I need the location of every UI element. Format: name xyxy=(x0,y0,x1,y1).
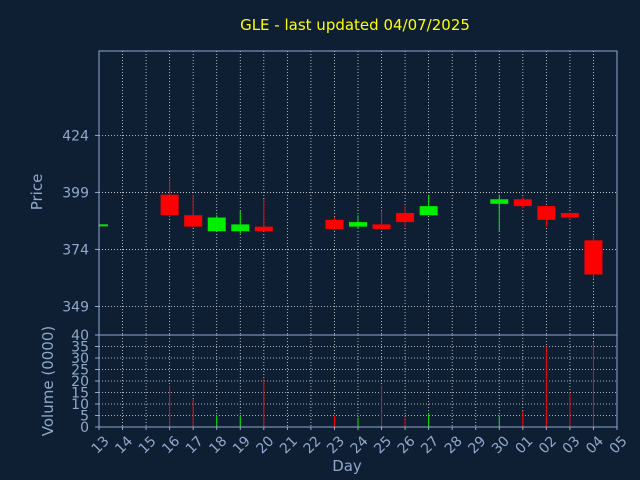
x-tick-label: 17 xyxy=(183,433,207,457)
candle-body xyxy=(537,206,556,220)
candle-body xyxy=(396,212,415,223)
candle xyxy=(419,194,438,216)
candle-body xyxy=(254,226,273,232)
x-axis-label: Day xyxy=(332,457,362,475)
x-tick-label: 04 xyxy=(583,433,607,457)
volume-y-tick-label: 10 xyxy=(71,397,89,413)
volume-y-tick-label: 5 xyxy=(80,409,89,425)
price-y-tick-label: 399 xyxy=(62,185,89,201)
x-tick-label: 13 xyxy=(89,433,113,457)
candle-body xyxy=(349,222,367,227)
candle xyxy=(231,210,250,234)
candle-body xyxy=(513,199,532,207)
x-tick-label: 23 xyxy=(324,433,348,457)
volume-y-tick-label: 35 xyxy=(71,340,89,356)
volume-y-tick-label: 25 xyxy=(71,363,89,379)
x-tick-label: 03 xyxy=(560,433,584,457)
x-tick-label: 18 xyxy=(206,433,230,457)
x-tick-label: 27 xyxy=(418,433,442,457)
price-y-tick-labels: 424 399 374 349 xyxy=(62,128,99,315)
x-tick-labels: 13 14 15 16 17 18 19 20 21 22 23 24 25 26 27 28 29 30 01 02… xyxy=(89,427,631,457)
x-tick-label: 14 xyxy=(112,433,136,457)
x-tick-label: 16 xyxy=(159,433,183,457)
x-tick-label: 22 xyxy=(301,433,325,457)
price-y-tick-label: 374 xyxy=(62,242,89,258)
x-tick-label: 29 xyxy=(465,433,489,457)
candle-body xyxy=(419,206,438,216)
candle xyxy=(396,206,415,227)
candle-body xyxy=(184,215,203,227)
candle xyxy=(325,217,344,229)
candle xyxy=(99,224,108,227)
candle xyxy=(160,178,179,218)
x-tick-label: 21 xyxy=(277,433,301,457)
candle-body xyxy=(207,217,226,232)
x-tick-label: 19 xyxy=(230,433,254,457)
candle-body xyxy=(560,212,579,218)
candle-body xyxy=(325,219,344,229)
x-tick-label: 15 xyxy=(136,433,160,457)
candle-body xyxy=(490,199,509,204)
x-tick-label: 24 xyxy=(348,433,372,457)
candle-body xyxy=(231,224,250,232)
candle xyxy=(584,235,603,280)
volume-grid xyxy=(98,334,618,428)
candle xyxy=(184,194,203,227)
x-tick-label: 25 xyxy=(371,433,395,457)
candle xyxy=(490,194,509,232)
chart-title: GLE - last updated 04/07/2025 xyxy=(240,16,470,34)
price-y-tick-label: 424 xyxy=(62,128,89,144)
candle xyxy=(207,215,226,232)
candle xyxy=(513,196,532,209)
volume-plot-frame xyxy=(98,334,618,428)
candle-body xyxy=(584,240,603,275)
x-tick-label: 02 xyxy=(536,433,560,457)
price-grid xyxy=(98,51,618,335)
volume-y-tick-label: 30 xyxy=(71,351,89,367)
volume-y-tick-label: 40 xyxy=(71,328,89,344)
volume-bars xyxy=(169,341,594,427)
volume-y-tick-label: 20 xyxy=(71,374,89,390)
price-y-tick-label: 349 xyxy=(62,299,89,315)
volume-axis-label: Volume (0000) xyxy=(39,326,57,436)
x-tick-label: 20 xyxy=(254,433,278,457)
candle xyxy=(254,199,273,232)
price-axis-label: Price xyxy=(28,174,46,211)
x-tick-label: 28 xyxy=(442,433,466,457)
candle xyxy=(560,212,579,220)
volume-y-tick-label: 0 xyxy=(80,420,89,436)
candle-body xyxy=(99,224,108,227)
candle-body xyxy=(160,194,179,216)
x-tick-label: 26 xyxy=(395,433,419,457)
candle xyxy=(372,210,391,229)
x-tick-label: 05 xyxy=(607,433,631,457)
candle xyxy=(349,215,367,229)
candles xyxy=(99,178,603,280)
x-tick-label: 01 xyxy=(513,433,537,457)
candle-body xyxy=(372,224,391,229)
candle xyxy=(537,206,556,227)
x-tick-label: 30 xyxy=(489,433,513,457)
volume-y-tick-label: 15 xyxy=(71,386,89,402)
